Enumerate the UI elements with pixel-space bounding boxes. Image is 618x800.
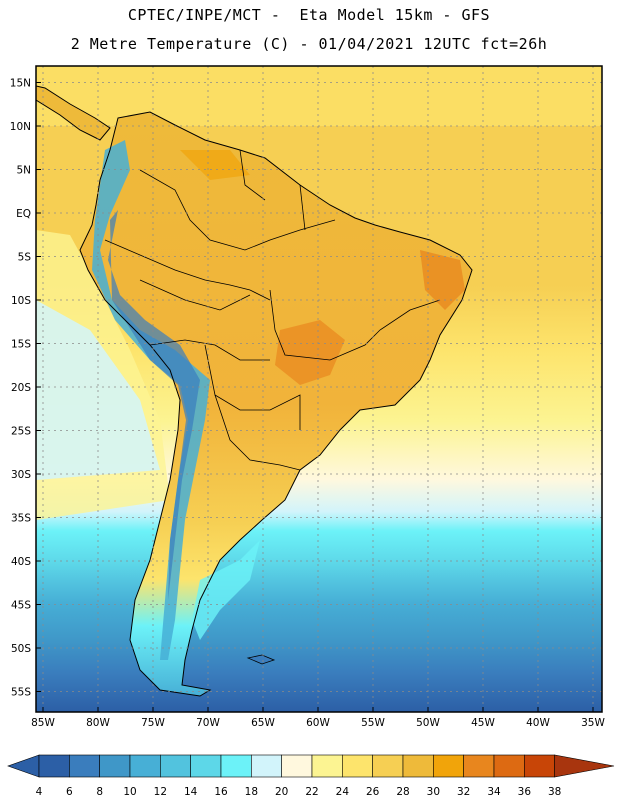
colorbar-segment	[220, 754, 252, 778]
colorbar-label: 6	[66, 786, 73, 798]
central-america-coast	[36, 85, 111, 141]
latitude-label: 10N	[10, 121, 31, 133]
latitude-label: 55S	[11, 687, 31, 699]
longitude-label: 60W	[306, 717, 330, 729]
colorbar-label: 12	[154, 786, 167, 798]
colorbar-segment	[311, 754, 343, 778]
colorbar-label: 22	[305, 786, 318, 798]
colorbar-label: 34	[487, 786, 501, 798]
longitude-label: 65W	[251, 717, 275, 729]
latitude-label: 5N	[16, 165, 31, 177]
colorbar-label: 38	[548, 786, 561, 798]
longitude-label: 70W	[196, 717, 220, 729]
colorbar-label: 30	[427, 786, 440, 798]
longitude-label: 40W	[526, 717, 550, 729]
colorbar: 4 6 8 10 12 14 16 18 20 22 24 26 28 30 32 34 36 38	[7, 754, 615, 798]
colorbar-label: 10	[123, 786, 136, 798]
andes-cold-zone	[92, 140, 210, 660]
colorbar-segment	[129, 754, 161, 778]
graticule	[36, 66, 602, 712]
colorbar-segment	[493, 754, 525, 778]
andes-coldest-zone	[108, 210, 200, 600]
colorbar-min-arrow	[7, 754, 40, 778]
latitude-label: 35S	[11, 513, 31, 525]
latitude-label: 15S	[11, 339, 31, 351]
colorbar-segment	[372, 754, 404, 778]
longitude-label: 80W	[86, 717, 110, 729]
colorbar-segment	[99, 754, 131, 778]
colorbar-label: 16	[214, 786, 228, 798]
country-borders	[104, 149, 441, 471]
falkland-islands	[246, 654, 276, 665]
colorbar-label: 20	[275, 786, 288, 798]
longitude-label: 75W	[141, 717, 165, 729]
colorbar-label: 14	[184, 786, 198, 798]
latitude-label: 30S	[11, 469, 31, 481]
latitude-label: 45S	[11, 600, 31, 612]
coastline	[79, 111, 473, 697]
longitude-label: 55W	[361, 717, 385, 729]
colorbar-segment	[433, 754, 464, 778]
map-title: CPTEC/INPE/MCT - Eta Model 15km - GFS	[127, 6, 491, 24]
colorbar-segment	[402, 754, 434, 778]
colorbar-max-arrow	[554, 754, 615, 778]
colorbar-segment	[190, 754, 222, 778]
longitude-label: 50W	[416, 717, 440, 729]
map-subtitle: 2 Metre Temperature (C) - 01/04/2021 12U…	[70, 35, 548, 53]
latitude-label: 5S	[18, 252, 32, 264]
patagonia-cool-zone	[192, 540, 260, 640]
colorbar-segment	[463, 754, 495, 778]
colorbar-segment	[524, 754, 555, 778]
colorbar-label: 24	[336, 786, 350, 798]
colorbar-segment	[251, 754, 282, 778]
latitude-label: 40S	[11, 556, 31, 568]
latitude-label: 10S	[11, 295, 31, 307]
longitude-label: 35W	[581, 717, 605, 729]
latitude-labels: 15N 10N 5N EQ 5S 10S 15S 20S 25S 30S 35S 40S 45S 50S 5…	[10, 78, 41, 699]
hot-patch-northeast	[420, 250, 465, 310]
latitude-label: 50S	[11, 643, 31, 655]
colorbar-label: 36	[518, 786, 532, 798]
colorbar-label: 32	[457, 786, 470, 798]
hot-patch-north	[180, 150, 250, 180]
colorbar-segment	[160, 754, 191, 778]
colorbar-label: 8	[96, 786, 103, 798]
colorbar-segment	[69, 754, 100, 778]
colorbar-label: 4	[36, 786, 43, 798]
map-field	[36, 66, 602, 712]
longitude-labels: 85W80W75W70W65W60W55W50W45W40W35W30W25W2…	[31, 707, 605, 729]
central-america-land	[36, 86, 110, 140]
colorbar-label: 26	[366, 786, 380, 798]
hot-patch-central	[275, 320, 345, 385]
colorbar-label: 28	[396, 786, 409, 798]
map-frame	[35, 65, 603, 713]
latitude-label: EQ	[16, 208, 31, 220]
colorbar-segment	[342, 754, 373, 778]
longitude-label: 45W	[471, 717, 495, 729]
colorbar-segment	[281, 754, 313, 778]
longitude-label: 85W	[31, 717, 55, 729]
latitude-label: 15N	[10, 78, 31, 90]
colorbar-label: 18	[245, 786, 258, 798]
colorbar-segment	[38, 754, 70, 778]
latitude-label: 20S	[11, 382, 31, 394]
latitude-label: 25S	[11, 426, 31, 438]
